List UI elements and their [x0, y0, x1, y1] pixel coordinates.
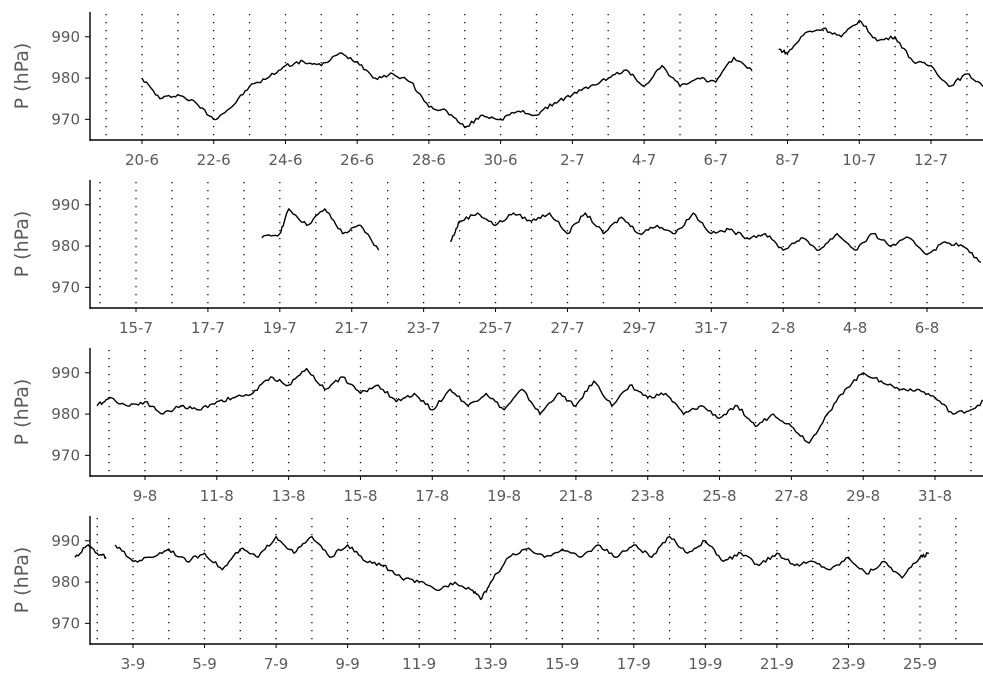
x-tick-label: 13-8	[272, 487, 306, 505]
x-tick-label: 5-9	[192, 655, 217, 673]
x-tick-label: 29-8	[846, 487, 880, 505]
x-tick-label: 29-7	[622, 319, 656, 337]
y-axis-label: P (hPa)	[11, 211, 33, 278]
pressure-series-1	[261, 208, 380, 251]
y-tick-label: 980	[51, 573, 80, 591]
y-tick-label: 980	[51, 69, 80, 87]
y-axis-label: P (hPa)	[11, 547, 33, 614]
pressure-series-1	[74, 544, 107, 559]
x-tick-label: 6-8	[915, 319, 940, 337]
x-tick-label: 20-6	[125, 151, 159, 169]
x-tick-label: 12-7	[914, 151, 948, 169]
x-tick-label: 3-9	[121, 655, 146, 673]
x-tick-label: 23-9	[831, 655, 865, 673]
x-tick-label: 26-6	[340, 151, 374, 169]
x-tick-label: 17-7	[191, 319, 225, 337]
panel-2: 970 980 990 P (hPa) 15-7 17-7 19-7 21-7 23-7 25-7…	[11, 180, 983, 337]
panel-1: 970 980 990 P (hPa) 20-6 22-6 24-6 26-6 28-6 30-6…	[11, 12, 983, 169]
x-tick-label: 11-9	[402, 655, 436, 673]
x-tick-label: 15-8	[343, 487, 377, 505]
x-tick-label: 30-6	[484, 151, 518, 169]
x-tick-label: 22-6	[197, 151, 231, 169]
x-tick-label: 17-9	[617, 655, 651, 673]
y-axis-label: P (hPa)	[11, 379, 33, 446]
x-tick-label: 9-9	[335, 655, 360, 673]
y-tick-label: 990	[51, 28, 80, 46]
grid-lines	[108, 350, 972, 474]
pressure-series-2	[449, 212, 982, 264]
pressure-series-1	[96, 367, 983, 444]
x-tick-label: 17-8	[415, 487, 449, 505]
x-tick-label: 27-7	[550, 319, 584, 337]
panel-4: 970 980 990 P (hPa) 3-9 5-9 7-9 9-9 11-9 13-9 15-9…	[11, 516, 983, 673]
x-tick-label: 10-7	[842, 151, 876, 169]
x-tick-label: 15-9	[545, 655, 579, 673]
y-tick-label: 990	[51, 364, 80, 382]
y-tick-label: 970	[51, 278, 80, 296]
y-axis-label: P (hPa)	[11, 43, 33, 110]
x-tick-label: 6-7	[704, 151, 729, 169]
x-tick-label: 8-7	[775, 151, 800, 169]
x-tick-label: 25-9	[903, 655, 937, 673]
x-tick-label: 31-7	[694, 319, 728, 337]
x-tick-label: 25-8	[702, 487, 736, 505]
x-tick-label: 21-9	[760, 655, 794, 673]
x-tick-label: 2-7	[560, 151, 585, 169]
x-tick-label: 21-8	[559, 487, 593, 505]
x-tick-label: 25-7	[478, 319, 512, 337]
x-tick-label: 11-8	[200, 487, 234, 505]
y-tick-label: 970	[51, 446, 80, 464]
x-tick-label: 13-9	[474, 655, 508, 673]
pressure-series-2	[778, 19, 983, 87]
x-tick-label: 2-8	[771, 319, 796, 337]
x-tick-label: 7-9	[264, 655, 289, 673]
x-tick-label: 4-8	[843, 319, 868, 337]
y-tick-label: 990	[51, 532, 80, 550]
grid-lines	[96, 518, 957, 642]
x-tick-label: 23-7	[407, 319, 441, 337]
x-tick-label: 4-7	[632, 151, 657, 169]
x-tick-label: 27-8	[774, 487, 808, 505]
y-tick-label: 990	[51, 196, 80, 214]
y-tick-label: 970	[51, 110, 80, 128]
y-tick-label: 980	[51, 405, 80, 423]
x-tick-label: 23-8	[631, 487, 665, 505]
x-tick-label: 19-8	[487, 487, 521, 505]
pressure-series-1	[141, 52, 753, 129]
x-tick-label: 31-8	[918, 487, 952, 505]
pressure-series-2	[114, 535, 929, 601]
x-tick-label: 19-9	[688, 655, 722, 673]
y-tick-label: 970	[51, 614, 80, 632]
x-tick-label: 15-7	[119, 319, 153, 337]
grid-lines	[105, 14, 968, 138]
grid-lines	[99, 182, 964, 306]
x-tick-label: 28-6	[412, 151, 446, 169]
x-tick-label: 21-7	[335, 319, 369, 337]
x-tick-label: 19-7	[263, 319, 297, 337]
x-tick-label: 9-8	[133, 487, 158, 505]
y-tick-label: 980	[51, 237, 80, 255]
x-tick-label: 24-6	[268, 151, 302, 169]
panel-3: 970 980 990 P (hPa) 9-8 11-8 13-8 15-8 17-8 19-8 2…	[11, 348, 983, 505]
